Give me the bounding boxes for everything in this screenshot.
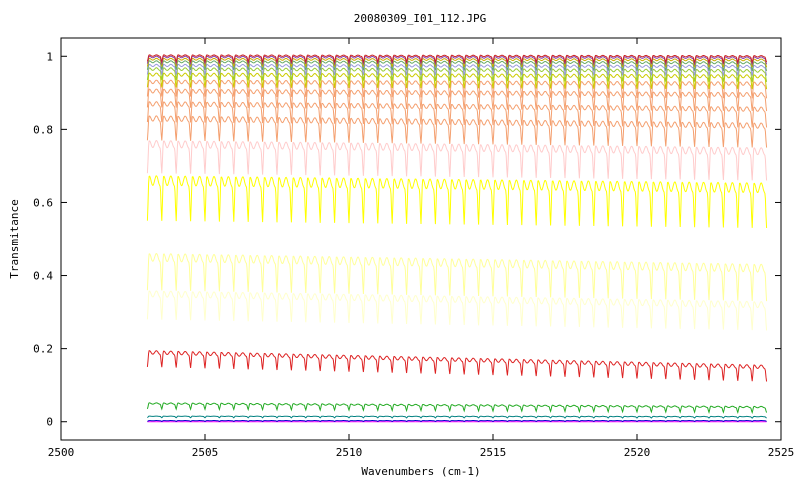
spectrum-series-line	[146, 253, 768, 302]
y-tick-label: 0.2	[33, 343, 53, 356]
y-tick-label: 0.8	[33, 123, 53, 136]
spectrum-series-line	[146, 54, 768, 64]
x-axis-label: Wavenumbers (cm-1)	[361, 465, 480, 478]
x-tick-label: 2500	[48, 446, 75, 459]
spectrum-series-line	[146, 101, 768, 128]
spectrum-series-line	[146, 55, 768, 67]
spectrum-series-line	[146, 60, 768, 72]
spectrum-series-line	[146, 67, 768, 82]
y-tick-label: 1	[46, 50, 53, 63]
spectrum-series-line	[146, 290, 768, 331]
series-layer	[146, 54, 768, 423]
spectrum-series-line	[146, 79, 768, 99]
x-tick-label: 2515	[480, 446, 507, 459]
spectrum-series-line	[146, 402, 768, 415]
spectrum-series-line	[146, 72, 768, 90]
plot-area-frame	[60, 37, 782, 441]
y-axis-label: Transmitance	[8, 199, 21, 278]
spectrum-series-line	[146, 350, 768, 382]
spectrum-series-line	[146, 115, 768, 148]
y-tick-label: 0	[46, 416, 53, 429]
spectrum-series-line	[146, 140, 768, 181]
spectrum-series-line	[146, 63, 768, 76]
chart-title: 20080309_I01_112.JPG	[354, 12, 486, 25]
y-tick-label: 0.4	[33, 270, 53, 283]
spectrum-series-line	[146, 175, 768, 229]
axis-layer: 2500 2505 2510 2515 2520 2525 0 0.2 0.4 0.6 0.8 1	[33, 38, 794, 459]
spectrum-series-line	[146, 88, 768, 112]
spectrum-series-line	[146, 57, 768, 68]
x-tick-label: 2510	[336, 446, 363, 459]
x-tick-label: 2525	[768, 446, 795, 459]
spectrum-series-line	[147, 420, 767, 422]
spectrum-series-line	[147, 415, 767, 419]
x-tick-label: 2505	[192, 446, 219, 459]
y-tick-label: 0.6	[33, 196, 53, 209]
x-tick-label: 2520	[624, 446, 651, 459]
